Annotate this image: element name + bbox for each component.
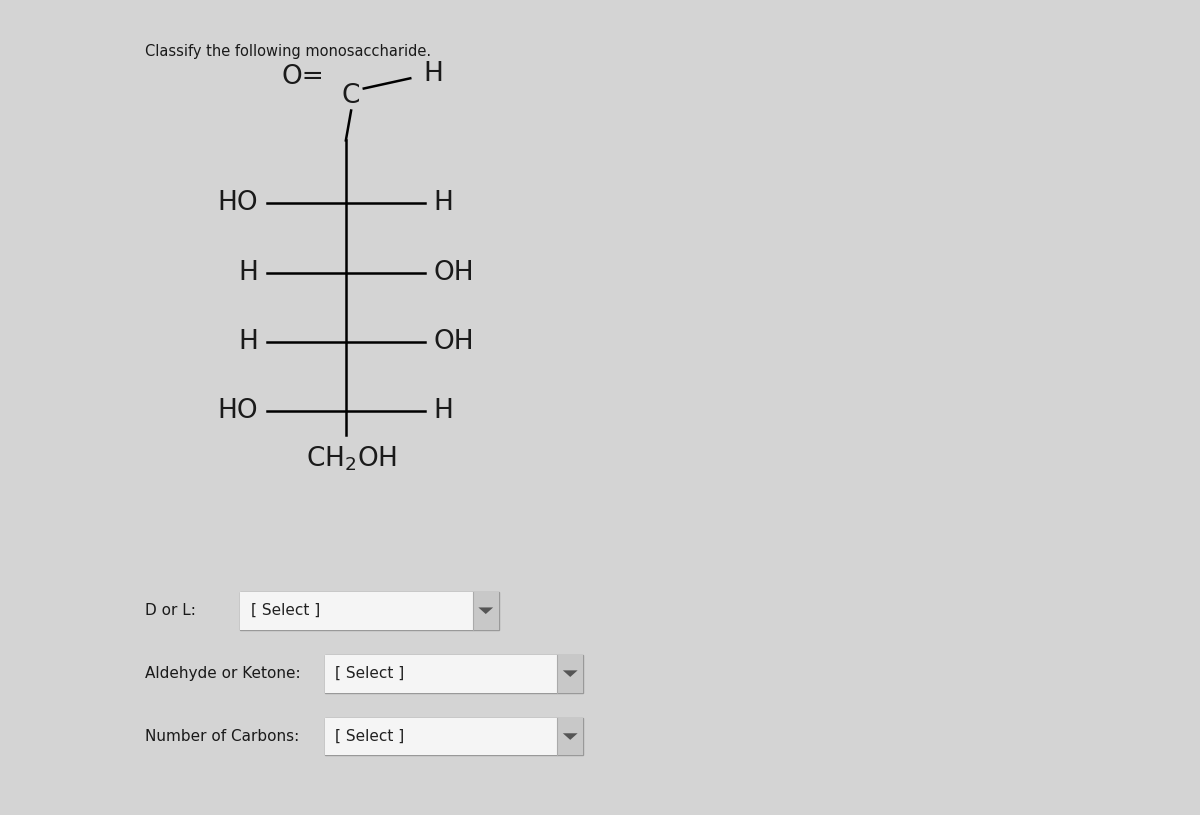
- Text: [ Select ]: [ Select ]: [251, 603, 320, 619]
- Text: Aldehyde or Ketone:: Aldehyde or Ketone:: [145, 666, 301, 681]
- Polygon shape: [563, 671, 577, 677]
- Bar: [240, 592, 499, 630]
- Bar: [325, 718, 557, 756]
- Polygon shape: [479, 607, 493, 614]
- Text: Number of Carbons:: Number of Carbons:: [145, 729, 300, 744]
- Text: H: H: [433, 398, 454, 424]
- Text: H: H: [239, 328, 258, 355]
- Text: [ Select ]: [ Select ]: [335, 729, 404, 744]
- Text: Classify the following monosaccharide.: Classify the following monosaccharide.: [145, 44, 431, 59]
- Bar: [473, 592, 499, 630]
- Text: O=: O=: [282, 64, 325, 90]
- Bar: [557, 654, 583, 693]
- Text: OH: OH: [433, 259, 474, 285]
- Bar: [240, 592, 473, 630]
- Text: HO: HO: [217, 191, 258, 216]
- Bar: [325, 654, 583, 693]
- Text: [ Select ]: [ Select ]: [335, 666, 404, 681]
- Text: H: H: [422, 61, 443, 87]
- Polygon shape: [563, 734, 577, 740]
- Text: C: C: [342, 83, 360, 109]
- Text: H: H: [239, 259, 258, 285]
- Bar: [325, 654, 557, 693]
- Text: H: H: [433, 191, 454, 216]
- Bar: [325, 718, 583, 756]
- Text: CH$_2$OH: CH$_2$OH: [306, 445, 397, 474]
- Text: OH: OH: [433, 328, 474, 355]
- Text: D or L:: D or L:: [145, 603, 196, 619]
- Bar: [557, 718, 583, 756]
- Text: HO: HO: [217, 398, 258, 424]
